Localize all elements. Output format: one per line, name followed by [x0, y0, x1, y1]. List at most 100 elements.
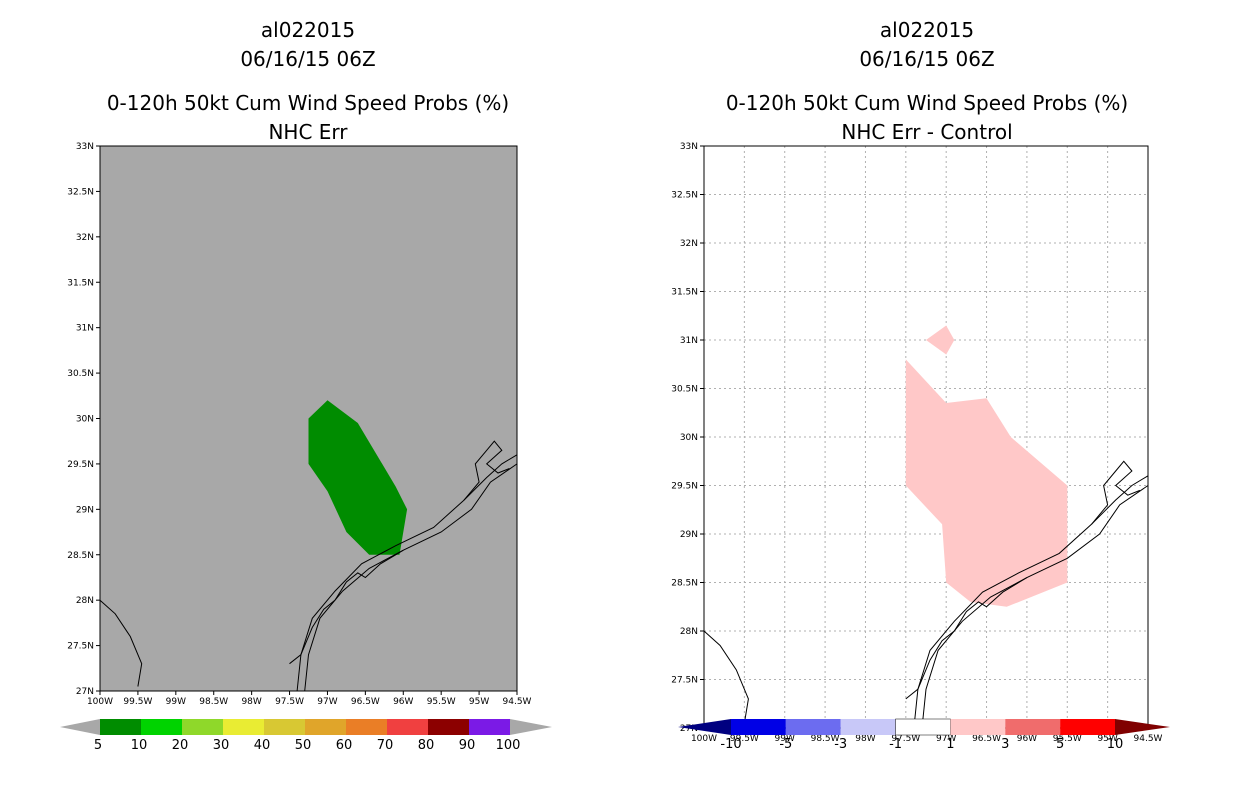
left-colorbar-label: 90: [459, 738, 476, 753]
left-colorbar: 5 10 20 30 40 50 60 70 80 90 100: [60, 719, 552, 753]
right-colorbar-swatch: [1060, 719, 1115, 735]
left-y-tick-label: 31.5N: [67, 278, 94, 288]
left-x-tick-label: 95.5W: [427, 697, 456, 707]
right-x-tick-label: 99W: [775, 734, 795, 744]
right-colorbar-label: -10: [720, 737, 741, 752]
right-y-tick-label: 32N: [680, 239, 698, 249]
right-y-tick-label: 32.5N: [671, 191, 698, 201]
right-y-tick-label: 30N: [680, 433, 698, 443]
left-y-tick-label: 28N: [76, 596, 94, 606]
left-colorbar-label: 40: [254, 738, 271, 753]
right-colorbar-label: 5: [1056, 737, 1064, 752]
right-colorbar-arrow-high: [1115, 719, 1170, 735]
right-x-tick-label: 95.5W: [1053, 734, 1082, 744]
left-colorbar-swatch: [182, 719, 223, 735]
left-colorbar-label: 5: [94, 738, 102, 753]
left-x-tick-label: 99W: [166, 697, 186, 707]
left-x-axis: 100W 99.5W 99W 98.5W 98W 97.5W 97W 96.5W 96W 95.5…: [87, 691, 532, 707]
left-y-tick-label: 33N: [76, 142, 94, 152]
left-y-axis: 27N 27.5N 28N 28.5N 29N 29.5N 30N 30.5N 31N 31.5N…: [67, 142, 100, 697]
right-x-tick-label: 99.5W: [730, 734, 759, 744]
right-title-subtitle: NHC Err - Control: [841, 120, 1012, 144]
right-title-date: 06/16/15 06Z: [859, 47, 994, 71]
left-y-tick-label: 30.5N: [67, 369, 94, 379]
right-y-tick-label: 33N: [680, 142, 698, 152]
left-colorbar-label: 60: [336, 738, 353, 753]
left-x-tick-label: 96W: [393, 697, 413, 707]
left-title-product: 0-120h 50kt Cum Wind Speed Probs (%): [107, 91, 509, 115]
left-colorbar-label: 80: [418, 738, 435, 753]
right-y-tick-label: 28N: [680, 627, 698, 637]
right-y-tick-label: 31N: [680, 336, 698, 346]
left-colorbar-label: 10: [131, 738, 148, 753]
left-colorbar-label: 100: [496, 738, 521, 753]
left-title-date: 06/16/15 06Z: [240, 47, 375, 71]
right-x-tick-label: 100W: [691, 734, 717, 744]
left-colorbar-label: 20: [172, 738, 189, 753]
right-y-tick-label: 28.5N: [671, 579, 698, 589]
right-x-tick-label: 97W: [936, 734, 956, 744]
right-colorbar-swatch: [731, 719, 786, 735]
left-colorbar-swatch: [346, 719, 387, 735]
right-colorbar-label: -3: [834, 737, 847, 752]
right-title-product: 0-120h 50kt Cum Wind Speed Probs (%): [726, 91, 1128, 115]
right-y-tick-label: 31.5N: [671, 288, 698, 298]
left-y-tick-label: 32.5N: [67, 187, 94, 197]
left-colorbar-swatch: [100, 719, 141, 735]
left-x-tick-label: 95W: [469, 697, 489, 707]
left-x-tick-label: 98W: [241, 697, 261, 707]
right-y-tick-label: 29N: [680, 530, 698, 540]
right-gridlines: [704, 146, 1148, 728]
left-y-tick-label: 28.5N: [67, 551, 94, 561]
left-colorbar-swatch: [223, 719, 264, 735]
right-colorbar-swatch: [840, 719, 896, 735]
right-y-tick-label: 27.5N: [671, 676, 698, 686]
right-x-tick-label: 94.5W: [1134, 734, 1163, 744]
left-colorbar-label: 50: [295, 738, 312, 753]
right-colorbar-swatch: [895, 718, 951, 736]
left-colorbar-label: 30: [213, 738, 230, 753]
left-chart: al022015 06/16/15 06Z 0-120h 50kt Cum Wi…: [60, 18, 552, 753]
left-x-tick-label: 99.5W: [123, 697, 152, 707]
right-colorbar-label: 10: [1107, 737, 1124, 752]
left-y-tick-label: 27N: [76, 687, 94, 697]
left-x-tick-label: 96.5W: [351, 697, 380, 707]
right-x-tick-label: 97.5W: [891, 734, 920, 744]
right-y-tick-label: 27N: [680, 724, 698, 734]
right-x-tick-label: 98W: [855, 734, 875, 744]
right-title-storm: al022015: [880, 18, 974, 42]
right-colorbar-arrow-low: [678, 719, 731, 735]
right-y-tick-label: 30.5N: [671, 385, 698, 395]
right-y-axis: 27N 27.5N 28N 28.5N 29N 29.5N 30N 30.5N 31N 31.5N…: [671, 142, 704, 734]
left-colorbar-arrow-low: [60, 719, 100, 735]
left-y-tick-label: 27.5N: [67, 642, 94, 652]
right-x-tick-label: 96.5W: [972, 734, 1001, 744]
left-prob-region: [308, 400, 408, 555]
left-x-tick-label: 100W: [87, 697, 113, 707]
left-colorbar-swatch: [305, 719, 346, 735]
left-y-tick-label: 30N: [76, 415, 94, 425]
right-colorbar-swatch: [785, 719, 841, 735]
right-x-tick-label: 96W: [1017, 734, 1037, 744]
left-title-subtitle: NHC Err: [268, 120, 348, 144]
right-diff-1-3-main: [905, 359, 1068, 607]
left-x-tick-label: 97.5W: [275, 697, 304, 707]
left-y-tick-label: 29.5N: [67, 460, 94, 470]
right-y-tick-label: 29.5N: [671, 482, 698, 492]
right-diff-regions: [905, 325, 1068, 607]
left-y-tick-label: 29N: [76, 505, 94, 515]
left-colorbar-swatch: [141, 719, 182, 735]
right-colorbar-swatch: [1005, 719, 1061, 735]
right-coastline: [703, 460, 1149, 729]
left-y-tick-label: 32N: [76, 233, 94, 243]
left-x-tick-label: 97W: [317, 697, 337, 707]
right-x-tick-label: 98.5W: [811, 734, 840, 744]
left-colorbar-label: 70: [377, 738, 394, 753]
left-colorbar-swatch: [428, 719, 469, 735]
left-x-tick-label: 94.5W: [503, 697, 532, 707]
right-colorbar-label: -5: [779, 737, 792, 752]
right-x-axis: 100W 99.5W 99W 98.5W 98W 97.5W 97W 96.5W 96W 95.5…: [691, 734, 1163, 744]
right-chart: al022015 06/16/15 06Z 0-120h 50kt Cum Wi…: [671, 18, 1170, 752]
left-y-tick-label: 31N: [76, 324, 94, 334]
left-title-storm: al022015: [261, 18, 355, 42]
